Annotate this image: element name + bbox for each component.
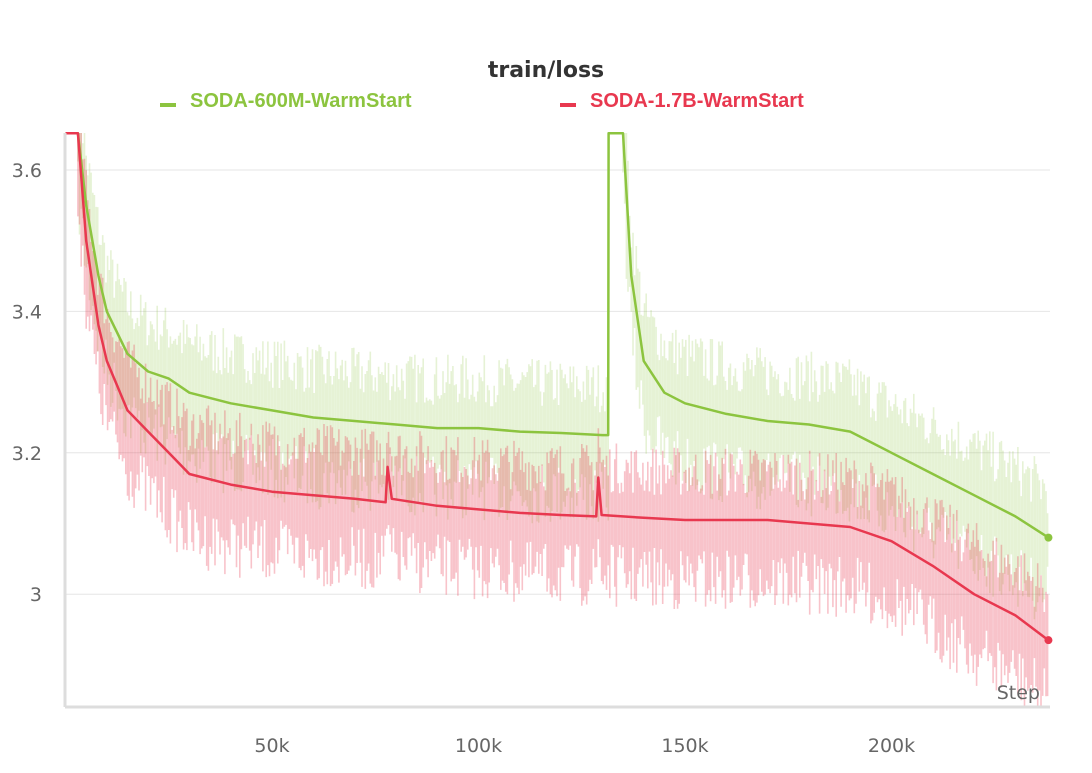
- legend-swatch-icon: [560, 102, 576, 107]
- x-tick-label: 100k: [455, 735, 502, 757]
- y-tick-label: 3.6: [12, 160, 42, 182]
- chart-title: train/loss: [487, 58, 605, 83]
- legend-label: SODA-600M-WarmStart: [190, 90, 412, 112]
- legend-item-600m[interactable]: SODA-600M-WarmStart: [160, 90, 412, 113]
- legend-item-1.7b[interactable]: SODA-1.7B-WarmStart: [560, 90, 804, 113]
- x-tick-label: 150k: [661, 735, 708, 757]
- x-axis-label: Step: [997, 682, 1040, 704]
- y-tick-label: 3: [30, 584, 42, 606]
- series-endpoint-marker[interactable]: [1044, 533, 1053, 542]
- series-endpoint-marker[interactable]: [1044, 636, 1053, 645]
- series-line-1.7b[interactable]: [65, 131, 1050, 642]
- x-tick-label: 50k: [254, 735, 289, 757]
- y-tick-label: 3.4: [12, 301, 42, 323]
- series-noise-band: [77, 133, 1049, 706]
- x-tick-label: 200k: [868, 735, 915, 757]
- legend-swatch-icon: [160, 102, 176, 107]
- series-line-600m[interactable]: [65, 131, 1050, 539]
- y-tick-label: 3.2: [12, 443, 42, 465]
- legend-label: SODA-1.7B-WarmStart: [590, 90, 804, 112]
